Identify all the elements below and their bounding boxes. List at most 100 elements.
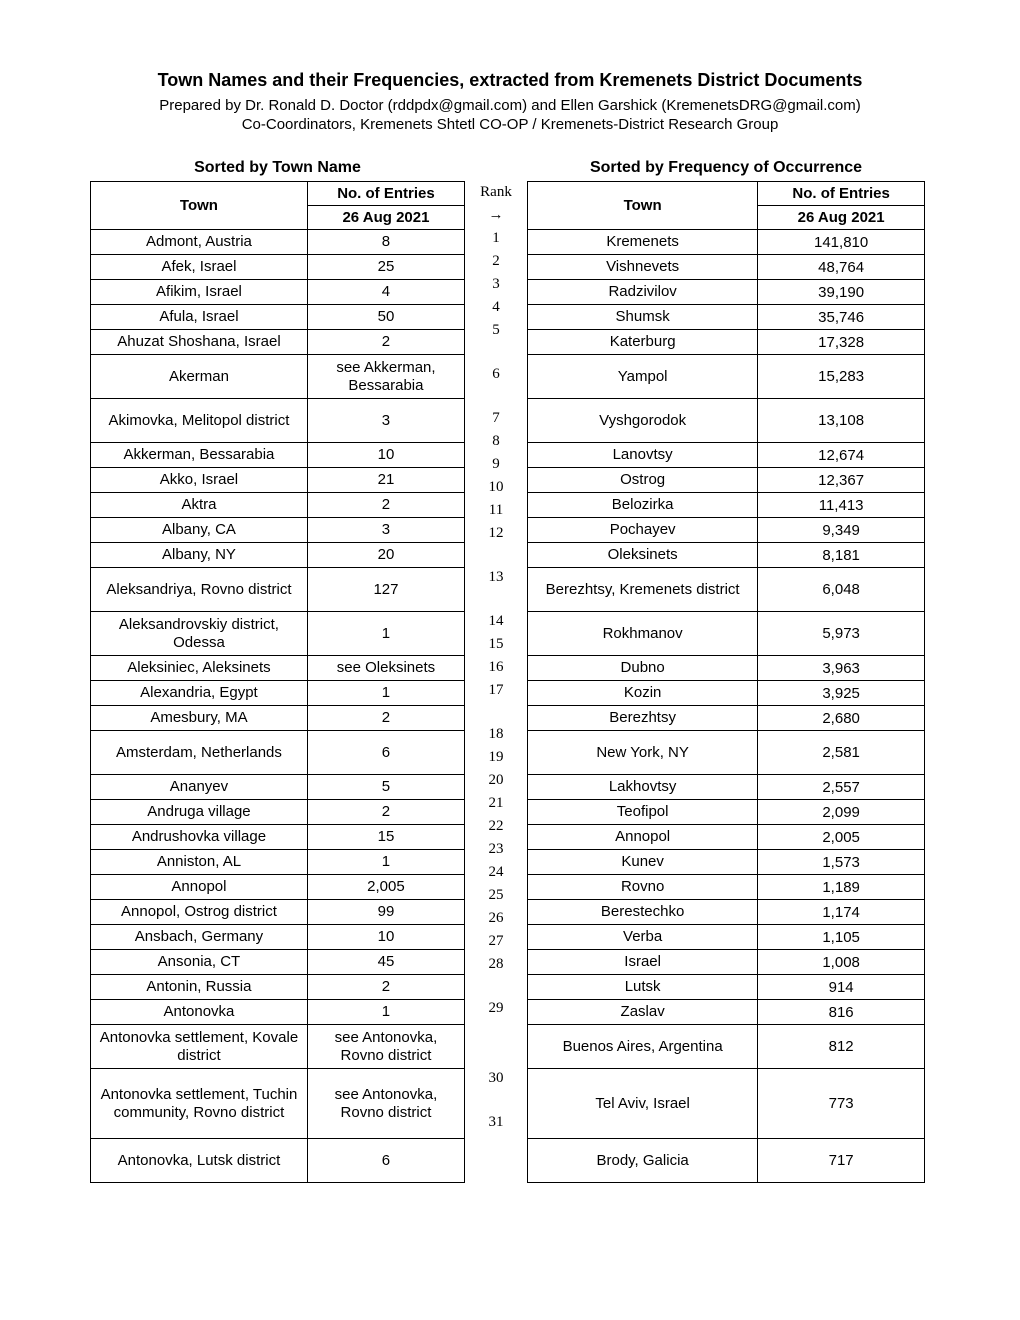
left-num-cell: see Oleksinets: [307, 656, 464, 681]
right-num-cell: 1,008: [758, 950, 925, 975]
rank-row: 11: [465, 499, 527, 522]
table-row: Berezhtsy, Kremenets district6,048: [528, 568, 925, 612]
table-row: Berezhtsy2,680: [528, 706, 925, 731]
rank-th-arrow: →: [465, 204, 527, 227]
rank-row: 6: [465, 342, 527, 386]
table-row: Antonovka1: [91, 1000, 465, 1025]
left-town-cell: Annopol: [91, 875, 308, 900]
table-row: Radzivilov39,190: [528, 280, 925, 305]
left-num-cell: 1: [307, 681, 464, 706]
table-row: Amesbury, MA2: [91, 706, 465, 731]
rank-table: Rank → 123456789101112131415161718192021…: [465, 181, 527, 1134]
rank-cell: 14: [465, 589, 527, 633]
left-num-cell: 3: [307, 399, 464, 443]
left-town-cell: Annopol, Ostrog district: [91, 900, 308, 925]
table-row: Lakhovtsy2,557: [528, 775, 925, 800]
right-town-cell: Katerburg: [528, 330, 758, 355]
right-town-cell: Lutsk: [528, 975, 758, 1000]
left-num-cell: 2: [307, 330, 464, 355]
table-row: Aktra2: [91, 493, 465, 518]
rank-cell: 29: [465, 976, 527, 1020]
table-row: Ansbach, Germany10: [91, 925, 465, 950]
right-num-cell: 8,181: [758, 543, 925, 568]
right-num-cell: 3,925: [758, 681, 925, 706]
right-town-cell: Teofipol: [528, 800, 758, 825]
rank-cell: 24: [465, 861, 527, 884]
table-row: Ahuzat Shoshana, Israel2: [91, 330, 465, 355]
rank-row: 29: [465, 976, 527, 1020]
left-num-cell: 50: [307, 305, 464, 330]
table-row: Zaslav816: [528, 1000, 925, 1025]
table-row: Afikim, Israel4: [91, 280, 465, 305]
right-num-cell: 6,048: [758, 568, 925, 612]
rank-cell: 1: [465, 227, 527, 250]
right-num-cell: 11,413: [758, 493, 925, 518]
left-num-cell: see Antonovka, Rovno district: [307, 1025, 464, 1069]
right-town-cell: Rokhmanov: [528, 612, 758, 656]
right-section-header: Sorted by Frequency of Occurrence: [527, 159, 925, 177]
left-num-cell: 2: [307, 706, 464, 731]
table-row: Buenos Aires, Argentina812: [528, 1025, 925, 1069]
right-num-cell: 2,099: [758, 800, 925, 825]
left-num-cell: see Antonovka, Rovno district: [307, 1069, 464, 1139]
rank-column: Rank → 123456789101112131415161718192021…: [465, 159, 527, 1183]
right-num-cell: 2,581: [758, 731, 925, 775]
table-row: Yampol15,283: [528, 355, 925, 399]
left-num-cell: 3: [307, 518, 464, 543]
rank-row: 23: [465, 838, 527, 861]
rank-row: 14: [465, 589, 527, 633]
table-row: Antonovka, Lutsk district6: [91, 1139, 465, 1183]
left-town-cell: Albany, CA: [91, 518, 308, 543]
rank-cell: 2: [465, 250, 527, 273]
table-row: Berestechko1,174: [528, 900, 925, 925]
rank-cell: 10: [465, 476, 527, 499]
left-town-cell: Alexandria, Egypt: [91, 681, 308, 706]
right-town-cell: Radzivilov: [528, 280, 758, 305]
table-row: Alexandria, Egypt1: [91, 681, 465, 706]
right-num-cell: 1,573: [758, 850, 925, 875]
left-th-date: 26 Aug 2021: [307, 206, 464, 230]
right-num-cell: 13,108: [758, 399, 925, 443]
right-town-cell: New York, NY: [528, 731, 758, 775]
left-town-cell: Antonin, Russia: [91, 975, 308, 1000]
rank-row: 10: [465, 476, 527, 499]
table-row: Afula, Israel50: [91, 305, 465, 330]
right-th-entries: No. of Entries: [758, 182, 925, 206]
right-num-cell: 5,973: [758, 612, 925, 656]
rank-cell: 9: [465, 453, 527, 476]
right-num-cell: 141,810: [758, 230, 925, 255]
page-title: Town Names and their Frequencies, extrac…: [90, 70, 930, 91]
rank-cell: 12: [465, 522, 527, 545]
left-num-cell: 5: [307, 775, 464, 800]
page-subtitle-1: Prepared by Dr. Ronald D. Doctor (rddpdx…: [90, 97, 930, 114]
table-row: Aleksandriya, Rovno district127: [91, 568, 465, 612]
rank-cell: 21: [465, 792, 527, 815]
right-num-cell: 48,764: [758, 255, 925, 280]
left-town-cell: Afikim, Israel: [91, 280, 308, 305]
rank-cell: 25: [465, 884, 527, 907]
left-num-cell: 6: [307, 1139, 464, 1183]
right-num-cell: 1,189: [758, 875, 925, 900]
rank-cell: 19: [465, 746, 527, 769]
right-town-cell: Annopol: [528, 825, 758, 850]
right-num-cell: 12,367: [758, 468, 925, 493]
table-row: Pochayev9,349: [528, 518, 925, 543]
right-town-cell: Kremenets: [528, 230, 758, 255]
table-row: Teofipol2,099: [528, 800, 925, 825]
rank-row: 25: [465, 884, 527, 907]
rank-row: 20: [465, 769, 527, 792]
table-row: Rovno1,189: [528, 875, 925, 900]
table-row: Vyshgorodok13,108: [528, 399, 925, 443]
left-num-cell: 127: [307, 568, 464, 612]
rank-row: 31: [465, 1090, 527, 1134]
left-num-cell: 21: [307, 468, 464, 493]
rank-cell: 27: [465, 930, 527, 953]
left-town-cell: Aleksandrovskiy district, Odessa: [91, 612, 308, 656]
table-row: Akkerman, Bessarabia10: [91, 443, 465, 468]
left-town-cell: Ahuzat Shoshana, Israel: [91, 330, 308, 355]
left-town-cell: Amesbury, MA: [91, 706, 308, 731]
table-row: Ananyev5: [91, 775, 465, 800]
right-town-cell: Berezhtsy: [528, 706, 758, 731]
rank-cell: 30: [465, 1020, 527, 1090]
table-row: Rokhmanov5,973: [528, 612, 925, 656]
